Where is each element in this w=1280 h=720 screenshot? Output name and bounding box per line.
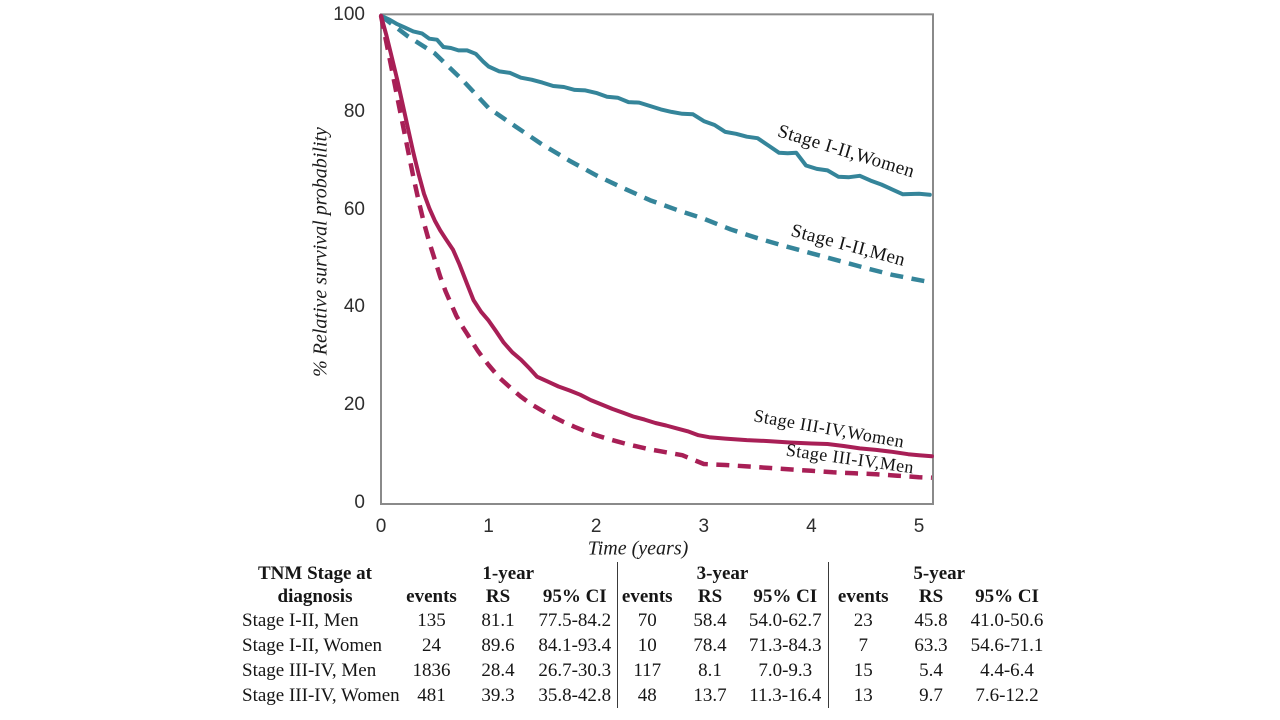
cell-e3: 117 — [616, 658, 677, 683]
y-tick-label: 100 — [333, 3, 365, 25]
cell-rs3: 8.1 — [698, 660, 722, 681]
cell-e3: 10 — [616, 633, 677, 658]
header-rs-1y: RS — [485, 586, 511, 607]
cell-ci3: 54.0-62.7 — [748, 610, 822, 631]
cell-e3: 70 — [616, 608, 677, 633]
cell-e5: 23 — [827, 608, 898, 633]
cell-ci3: 7.0-9.3 — [758, 660, 813, 681]
header-group-3year: 3-year — [616, 562, 828, 585]
header-stage-line2: diagnosis — [277, 586, 353, 607]
cell-rs3: 78.4 — [693, 635, 727, 656]
y-tick-label: 60 — [343, 198, 365, 220]
series-stage-iii-iv-women — [379, 13, 934, 459]
x-tick-label: 5 — [913, 516, 925, 537]
header-ci-1y: 95% CI — [542, 586, 607, 607]
cell-ci3: 11.3-16.4 — [749, 685, 822, 706]
survival-summary-table: TNM Stage at 1-year 3-year 5-year diagno… — [230, 562, 1050, 708]
cell-e5: 7 — [827, 633, 898, 658]
cell-ci5: 4.4-6.4 — [980, 660, 1034, 681]
header-ci-5y: 95% CI — [975, 586, 1039, 607]
y-axis-title: % Relative survival probability — [309, 127, 332, 377]
header-rs-5y: RS — [918, 586, 944, 607]
cell-rs1: 39.3 — [481, 685, 515, 706]
cell-ci1: 84.1-93.4 — [538, 635, 612, 656]
cell-ci1: 26.7-30.3 — [538, 660, 612, 681]
table-row: Stage I-II, Men 135 81.1 77.5-84.2 70 58.4 54.… — [230, 608, 1050, 633]
cell-ci1: 35.8-42.8 — [538, 685, 612, 706]
cell-e1: 1836 — [412, 660, 451, 681]
cell-rs3: 13.7 — [693, 685, 727, 706]
x-tick-label: 0 — [375, 516, 387, 537]
cell-e5: 13 — [827, 683, 898, 708]
header-events-5y: events — [827, 585, 898, 608]
cell-e5: 15 — [827, 658, 898, 683]
cell-rs1: 28.4 — [481, 660, 515, 681]
cell-e1: 24 — [422, 635, 441, 656]
cell-rs5: 9.7 — [919, 685, 943, 706]
x-tick-label: 3 — [698, 516, 710, 537]
series-stage-i-ii-men — [379, 14, 931, 285]
table-header-row-2: diagnosis events RS 95% CI events RS 95%… — [230, 585, 1050, 608]
cell-rs1: 81.1 — [481, 610, 515, 631]
cell-ci1: 77.5-84.2 — [538, 610, 612, 631]
y-tick-label: 80 — [343, 101, 365, 123]
cell-rs1: 89.6 — [481, 635, 515, 656]
header-group-1year: 1-year — [482, 563, 535, 584]
table-row: Stage I-II, Women 24 89.6 84.1-93.4 10 78.4 71… — [230, 633, 1050, 658]
x-tick-label: 1 — [483, 516, 494, 537]
cell-stage: Stage I-II, Women — [242, 635, 383, 656]
y-tick-label: 0 — [354, 491, 365, 513]
cell-rs5: 5.4 — [919, 660, 943, 681]
x-tick-label: 2 — [590, 516, 602, 537]
header-group-5year: 5-year — [827, 562, 1050, 585]
cell-ci3: 71.3-84.3 — [748, 635, 822, 656]
cell-ci5: 7.6-12.2 — [975, 685, 1039, 706]
header-stage-line1: TNM Stage at — [258, 563, 372, 584]
cell-stage: Stage I-II, Men — [242, 610, 359, 631]
cell-ci5: 41.0-50.6 — [970, 610, 1044, 631]
table-row: Stage III-IV, Women 481 39.3 35.8-42.8 48 13.… — [230, 683, 1050, 708]
y-tick-label: 20 — [343, 394, 365, 416]
cell-e1: 135 — [417, 610, 446, 631]
cell-rs5: 45.8 — [914, 610, 948, 631]
cell-e1: 481 — [417, 685, 446, 706]
plot-frame — [380, 13, 934, 505]
cell-stage: Stage III-IV, Women — [242, 685, 400, 706]
cell-rs3: 58.4 — [693, 610, 727, 631]
header-ci-3y: 95% CI — [753, 586, 818, 607]
x-tick-label: 4 — [806, 516, 817, 537]
series-stage-i-ii-women — [379, 13, 932, 197]
header-events-3y: events — [616, 585, 677, 608]
header-rs-3y: RS — [697, 586, 723, 607]
cell-ci5: 54.6-71.1 — [970, 635, 1044, 656]
x-axis-title: Time (years) — [587, 537, 689, 560]
table-row: Stage III-IV, Men 1836 28.4 26.7-30.3 117 8.1… — [230, 658, 1050, 683]
cell-stage: Stage III-IV, Men — [242, 660, 377, 681]
header-events-1y: events — [406, 586, 457, 607]
table-header-row-1: TNM Stage at 1-year 3-year 5-year — [230, 562, 1050, 585]
cell-rs5: 63.3 — [914, 635, 948, 656]
y-tick-label: 40 — [343, 296, 365, 318]
series-stage-iii-iv-men — [378, 15, 932, 480]
cell-e3: 48 — [616, 683, 677, 708]
